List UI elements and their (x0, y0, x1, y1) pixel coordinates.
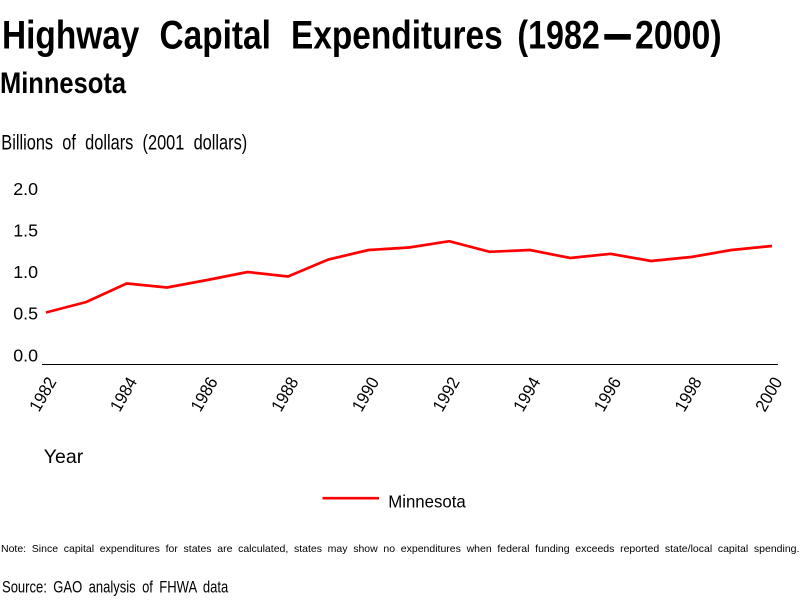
svg-text:1988: 1988 (267, 374, 302, 415)
svg-text:1992: 1992 (429, 374, 464, 415)
svg-text:(1982: (1982 (517, 12, 599, 57)
svg-text:2000: 2000 (751, 374, 786, 415)
svg-text:1998: 1998 (671, 374, 706, 415)
svg-text:Minnesota: Minnesota (0, 66, 126, 99)
svg-text:Year: Year (44, 446, 84, 468)
svg-text:1.5: 1.5 (13, 220, 38, 240)
svg-text:1996: 1996 (590, 374, 625, 415)
svg-text:Billions of dollars (2001 doll: Billions of dollars (2001 dollars) (1, 130, 247, 153)
svg-text:1984: 1984 (106, 374, 141, 415)
svg-text:1990: 1990 (348, 374, 383, 415)
svg-text:1986: 1986 (187, 374, 222, 415)
svg-text:1.0: 1.0 (13, 262, 38, 282)
svg-text:Note: Since capital expenditur: Note: Since capital expenditures for sta… (1, 543, 799, 555)
svg-text:Source: GAO analysis of FHWA d: Source: GAO analysis of FHWA data (2, 579, 229, 597)
svg-text:1982: 1982 (25, 374, 60, 415)
svg-text:Highway Capital Expenditures: Highway Capital Expenditures (2, 13, 503, 57)
svg-text:1994: 1994 (509, 374, 544, 415)
svg-text:0.0: 0.0 (13, 345, 38, 365)
svg-text:2000): 2000) (635, 12, 722, 57)
svg-text:Minnesota: Minnesota (388, 491, 466, 512)
svg-text:2.0: 2.0 (13, 179, 38, 199)
svg-text:0.5: 0.5 (13, 303, 38, 323)
